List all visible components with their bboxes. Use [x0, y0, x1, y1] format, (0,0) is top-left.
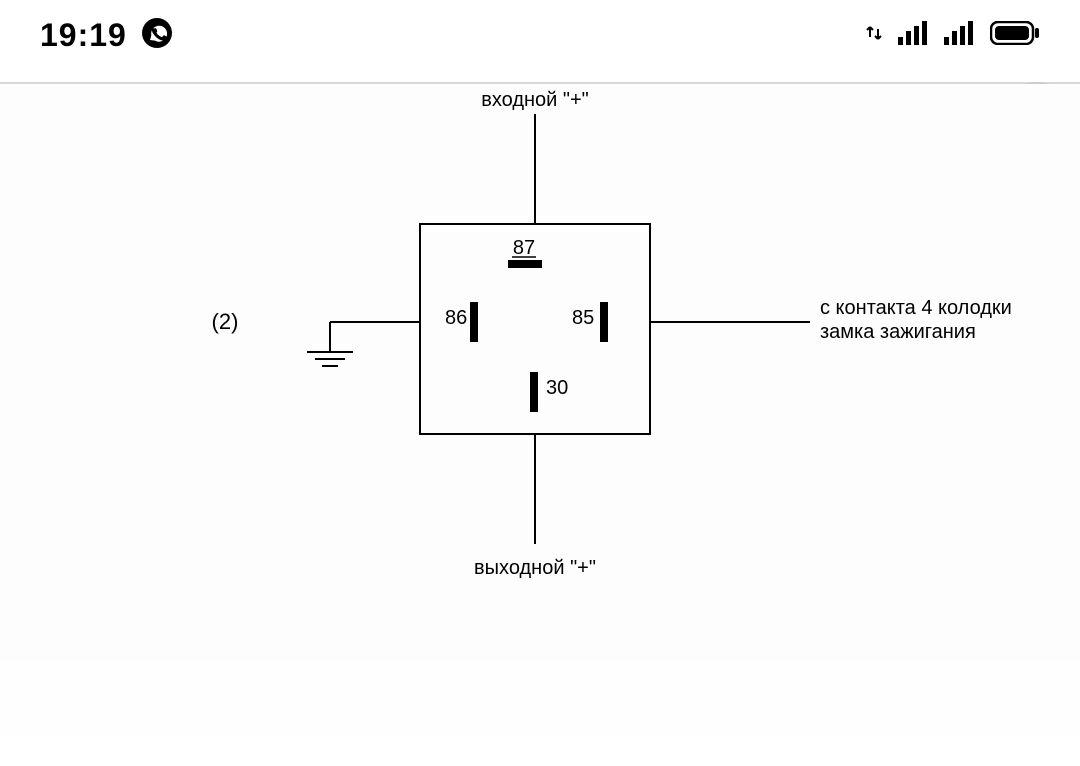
battery-icon: [990, 21, 1040, 50]
pin-label-86: 86: [445, 307, 467, 329]
label-right-0: с контакта 4 колодки: [820, 297, 1012, 319]
pin-label-30: 30: [546, 377, 568, 399]
diagram-canvas: 30 85 86 87 входной "+" выходной "+" с контакт…: [0, 84, 1080, 766]
pin-87: [508, 260, 542, 268]
pin-label-87: 87: [513, 237, 535, 259]
label-output-plus: выходной "+": [474, 557, 596, 579]
index-label: (2): [212, 309, 239, 334]
status-bar-right: [866, 21, 1040, 50]
data-arrows-icon: [866, 23, 882, 48]
label-right-1: замка зажигания: [820, 321, 976, 343]
whatsapp-icon: [141, 17, 173, 54]
status-bar-left: 19:19: [40, 17, 173, 54]
pin-30: [530, 372, 538, 412]
bottom-fade: [0, 626, 1080, 766]
status-bar: 19:19: [0, 0, 1080, 70]
pin-85: [600, 302, 608, 342]
signal-bars-icon: [944, 21, 974, 50]
pin-label-85: 85: [572, 307, 594, 329]
status-time: 19:19: [40, 17, 127, 54]
pin-86: [470, 302, 478, 342]
signal-bars-icon: [898, 21, 928, 50]
label-input-plus: входной "+": [481, 89, 589, 111]
